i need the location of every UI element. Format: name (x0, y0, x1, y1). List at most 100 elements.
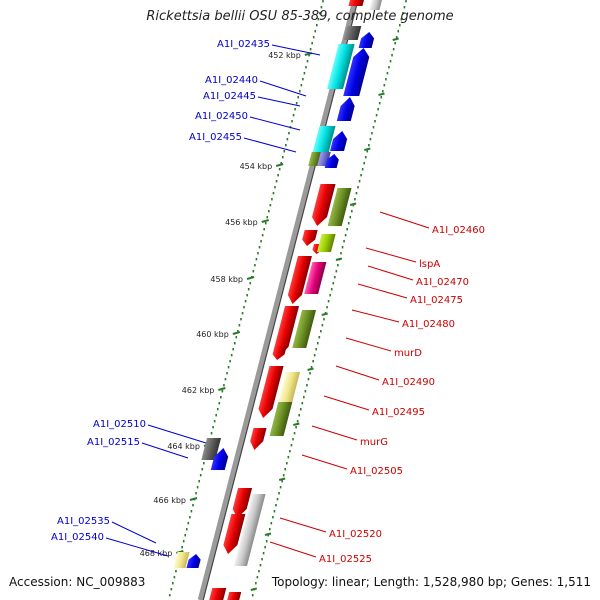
minor-tick (349, 202, 357, 206)
tick-dot (255, 582, 257, 585)
tick-dot (394, 42, 396, 45)
kbp-tick-label: 468 kbp (140, 549, 173, 558)
tick-dot (252, 270, 255, 273)
gene-label-left: A1I_02540 (51, 532, 104, 543)
label-connector (335, 365, 380, 381)
tick-dot (182, 540, 185, 543)
tick-dot (303, 72, 306, 75)
tick-dot (316, 342, 319, 345)
tick-dot (292, 438, 294, 441)
tick-dot (283, 150, 286, 153)
gene-murd (272, 346, 287, 360)
gene-a1i-02520 (232, 488, 253, 518)
feature-cds (343, 26, 362, 40)
gene-label-right: A1I_02470 (416, 277, 469, 288)
tick-dot (272, 192, 275, 195)
feature-body (343, 26, 362, 40)
tick-dot (320, 330, 322, 333)
tick-dot (377, 108, 379, 111)
label-connector (111, 521, 157, 544)
label-connector (345, 337, 392, 352)
tick-dot (395, 36, 398, 39)
tick-dot (244, 300, 247, 303)
gene-label-right: murD (394, 348, 422, 359)
tick-dot (321, 324, 324, 327)
tick-dot (210, 432, 213, 435)
dotted-guide-right (251, 0, 407, 597)
tick-dot (285, 144, 287, 147)
accession-text: Accession: NC_009883 (9, 575, 146, 589)
gene-label-right: A1I_02520 (329, 529, 382, 540)
gene-a1i-02450 (330, 131, 348, 151)
tick-dot (347, 222, 350, 225)
gene-label-right: A1I_02505 (350, 466, 403, 477)
gene-label-right: A1I_02490 (382, 377, 435, 388)
tick-dot (232, 348, 235, 351)
tick-dot (230, 354, 233, 357)
cds-lspa (316, 234, 336, 252)
cds-a1i-02460 (327, 188, 352, 226)
tick-dot (172, 582, 174, 585)
tick-dot (279, 486, 282, 489)
tick-dot (326, 306, 328, 309)
feature-body (223, 514, 246, 554)
feature-body (201, 438, 221, 460)
tick-dot (249, 282, 252, 285)
tick-dot (385, 78, 387, 81)
label-connector (259, 80, 307, 97)
tick-dot (229, 360, 231, 363)
cds-a1i-02510 (201, 438, 221, 460)
kbp-tick (232, 331, 241, 335)
cds-a1i-02440 (327, 44, 355, 89)
tick-dot (305, 66, 307, 69)
gene-label-left: A1I_02535 (57, 516, 110, 527)
feature-body (327, 44, 355, 89)
tick-dot (298, 90, 301, 93)
tick-dot (212, 426, 214, 429)
tick-dot (291, 120, 293, 123)
tick-dot (368, 144, 370, 147)
tick-dot (240, 318, 242, 321)
tick-dot (185, 528, 188, 531)
tick-dot (280, 162, 283, 165)
gene-label-left: A1I_02435 (217, 39, 270, 50)
tick-dot (272, 516, 274, 519)
tick-dot (260, 240, 262, 243)
gene-a1i-02455 (324, 154, 339, 168)
tick-dot (374, 120, 376, 123)
tick-dot (284, 468, 287, 471)
feature-body (277, 372, 301, 406)
feature-body (209, 588, 227, 600)
tick-dot (255, 258, 258, 261)
tick-dot (278, 168, 281, 171)
feature-body (369, 0, 382, 10)
tick-dot (170, 588, 173, 591)
cds-a1i-02495 (269, 402, 293, 436)
tick-dot (399, 24, 401, 27)
tick-dot (226, 372, 228, 375)
tick-dot (405, 0, 407, 3)
tick-dot (258, 246, 261, 249)
kbp-tick (261, 219, 269, 223)
tick-dot (268, 528, 271, 531)
tick-dot (303, 396, 305, 399)
tick-dot (372, 126, 375, 129)
minor-tick (278, 477, 286, 481)
minor-tick (364, 147, 371, 151)
tick-dot (263, 228, 265, 231)
feature-body (336, 97, 355, 121)
tick-dot (286, 138, 289, 141)
feature-body (173, 552, 190, 568)
tick-dot (292, 114, 295, 117)
minor-tick (293, 422, 300, 426)
feature-body (250, 428, 267, 450)
tick-dot (375, 114, 378, 117)
gene-a1i-02540 (186, 554, 201, 568)
tick-dot (268, 210, 270, 213)
tick-dot (237, 330, 239, 333)
gene-a1i-02520b (223, 514, 246, 554)
tick-dot (371, 132, 373, 135)
tick-dot (266, 216, 269, 219)
feature-body (348, 0, 366, 6)
